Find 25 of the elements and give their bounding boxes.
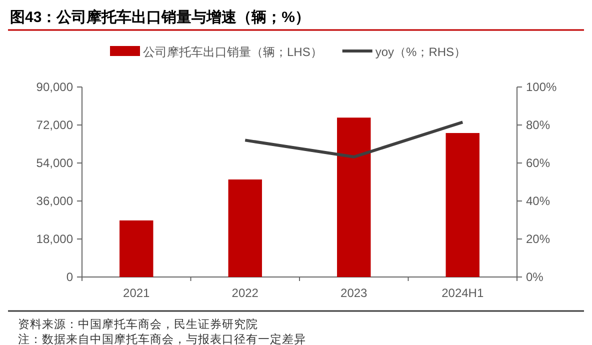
y2-tick-label: 40%: [526, 194, 550, 208]
x-tick-label: 2021: [123, 286, 150, 300]
y2-tick-label: 20%: [526, 232, 550, 246]
y-tick-label: 54,000: [36, 156, 74, 170]
y-tick-label: 18,000: [36, 232, 74, 246]
x-tick-label: 2022: [232, 286, 259, 300]
text: 资料来源：中国摩托车商会，民生证券研究院: [18, 317, 258, 331]
bar: [446, 133, 480, 277]
x-tick-label: 2024H1: [442, 286, 484, 300]
y2-tick-label: 0%: [526, 270, 544, 284]
x-tick-label: 2023: [340, 286, 368, 300]
y-tick-label: 36,000: [36, 194, 74, 208]
legend-label: yoy（%；RHS）: [375, 45, 466, 59]
y2-tick-label: 100%: [526, 80, 558, 94]
bar: [228, 179, 262, 277]
bar: [120, 220, 154, 277]
y-tick-label: 0: [66, 270, 74, 284]
bar: [337, 118, 371, 277]
y2-tick-label: 60%: [526, 156, 550, 170]
y-tick-label: 72,000: [36, 118, 74, 132]
y-tick-label: 90,000: [36, 80, 74, 94]
legend-label: 公司摩托车出口销量（辆；LHS）: [143, 45, 322, 59]
text: 注：数据来自中国摩托车商会，与报表口径有一定差异: [18, 332, 306, 345]
y2-tick-label: 80%: [526, 118, 550, 132]
chart-title: 图43：公司摩托车出口销量与增速（辆；%）: [10, 8, 310, 26]
